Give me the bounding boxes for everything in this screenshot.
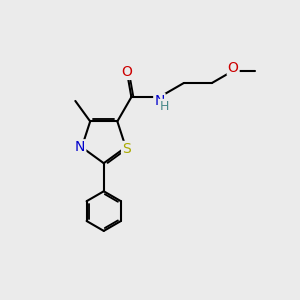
Text: N: N — [154, 94, 165, 108]
Text: N: N — [75, 140, 85, 154]
Text: O: O — [121, 65, 132, 79]
Text: H: H — [160, 100, 169, 113]
Text: O: O — [228, 61, 238, 75]
Text: S: S — [122, 142, 131, 156]
